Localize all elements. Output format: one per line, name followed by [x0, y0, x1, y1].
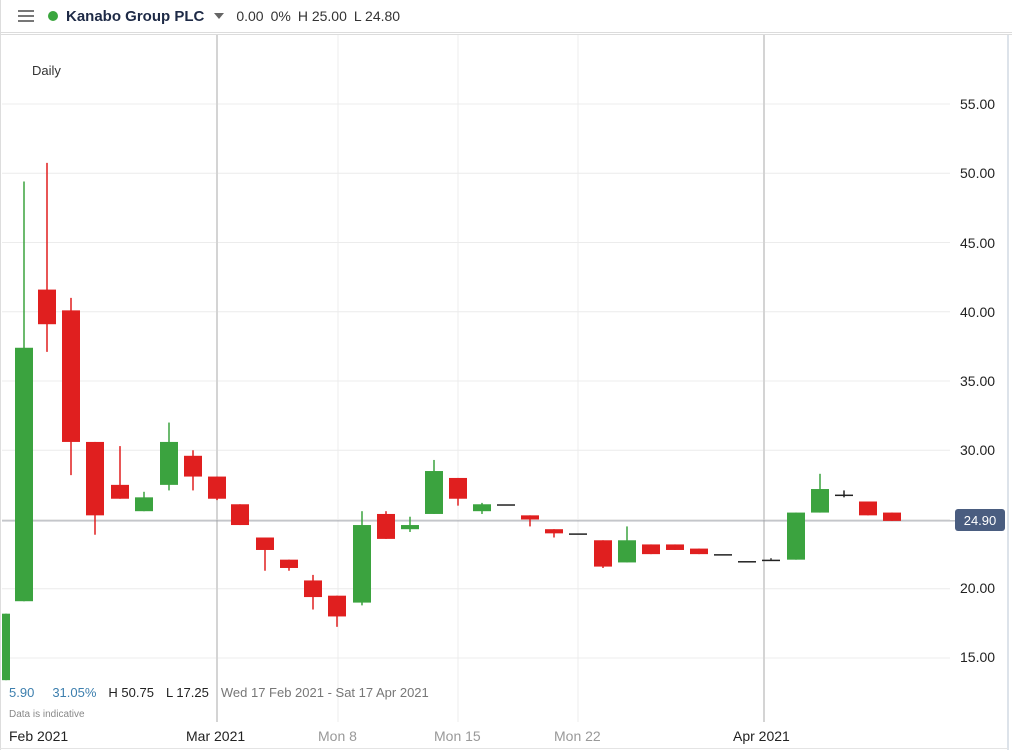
candle	[328, 595, 346, 627]
x-axis-label: Mar 2021	[186, 728, 246, 744]
candle	[353, 511, 371, 606]
y-axis-label: 15.00	[960, 649, 996, 665]
candle	[642, 544, 660, 555]
header-high: H 25.00	[297, 8, 347, 24]
candle	[497, 504, 515, 506]
candle	[787, 512, 805, 560]
chart-grid	[0, 34, 1012, 750]
candle	[425, 459, 443, 514]
hamburger-menu-icon[interactable]	[18, 10, 34, 22]
chart-summary: 5.90 31.05% H 50.75 L 17.25 Wed 17 Feb 2…	[9, 685, 441, 700]
candle	[666, 544, 684, 550]
x-axis-label: Mon 8	[318, 728, 357, 744]
instrument-dropdown-caret-icon[interactable]	[214, 13, 225, 19]
y-axis-label: 50.00	[960, 165, 996, 181]
candle	[883, 512, 901, 521]
candle	[280, 559, 298, 571]
candle	[859, 501, 877, 516]
candle	[304, 574, 322, 610]
candle	[690, 548, 708, 555]
candle	[473, 502, 491, 514]
x-axis-label: Mon 22	[554, 728, 601, 744]
candle	[811, 473, 829, 513]
y-axis-label: 55.00	[960, 96, 996, 112]
candle	[401, 516, 419, 532]
last-price-tag: 24.90	[955, 509, 1005, 531]
y-axis-label: 45.00	[960, 235, 996, 251]
candle	[545, 529, 563, 538]
summary-change: 5.90	[9, 685, 35, 700]
chart-period-label: Daily	[32, 63, 61, 78]
market-status-icon	[48, 11, 58, 21]
candle	[62, 297, 80, 476]
y-axis-label: 20.00	[960, 580, 996, 596]
candle	[835, 490, 853, 498]
candle	[449, 477, 467, 506]
candle	[714, 554, 732, 556]
candle	[521, 515, 539, 527]
candle	[15, 181, 33, 602]
candle	[184, 450, 202, 491]
summary-high: H 50.75	[108, 685, 154, 700]
y-axis-label: 35.00	[960, 373, 996, 389]
instrument-header: Kanabo Group PLC 0.00 0% H 25.00 L 24.80	[0, 0, 1012, 33]
header-change-pct: 0%	[270, 8, 291, 24]
candle	[738, 561, 756, 563]
candle	[160, 422, 178, 491]
x-axis-label: Apr 2021	[733, 728, 790, 744]
data-disclaimer: Data is indicative	[9, 709, 85, 720]
candle	[256, 537, 274, 571]
candle	[38, 162, 56, 352]
candle	[208, 476, 226, 501]
candle	[762, 558, 780, 562]
y-axis-label: 40.00	[960, 304, 996, 320]
summary-change-pct: 31.05%	[52, 685, 97, 700]
candle	[377, 511, 395, 539]
summary-low: L 17.25	[165, 685, 209, 700]
candle	[231, 504, 249, 526]
header-low: L 24.80	[353, 8, 401, 24]
candle	[569, 533, 587, 535]
candle	[111, 446, 129, 499]
x-axis-label: Mon 15	[434, 728, 481, 744]
candle	[135, 491, 153, 512]
candle	[86, 441, 104, 535]
candles	[2, 162, 901, 681]
header-change: 0.00	[236, 8, 264, 24]
y-axis-label: 30.00	[960, 442, 996, 458]
candle	[594, 540, 612, 568]
candle	[2, 613, 10, 681]
candle	[618, 526, 636, 563]
instrument-title: Kanabo Group PLC	[66, 7, 205, 25]
x-axis-label: Feb 2021	[9, 728, 69, 744]
summary-date-range: Wed 17 Feb 2021 - Sat 17 Apr 2021	[220, 685, 429, 700]
